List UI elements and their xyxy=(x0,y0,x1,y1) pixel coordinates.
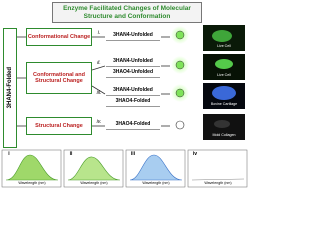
plot-x-label: Wavelength (nm) xyxy=(142,180,170,185)
result: 3HAN4-Unfolded xyxy=(106,58,160,67)
change-box: Conformational and Structural Change xyxy=(26,62,92,94)
image-caption: Live Cell xyxy=(217,44,231,49)
change-box: Structural Change xyxy=(26,117,92,135)
numeral: ii. xyxy=(97,60,101,67)
bulbs xyxy=(171,26,189,130)
result: 3HAN4-Unfolded xyxy=(106,32,160,41)
start-state: 3HAN4-Folded xyxy=(3,28,17,148)
start-label: 3HAN4-Folded xyxy=(6,67,13,109)
result: 3HAN4-Unfolded xyxy=(106,87,160,96)
result: 3HAO4-Unfolded xyxy=(106,69,160,78)
result: 3HAO4-Folded xyxy=(106,121,160,130)
image-caption: Bovine Cartilage xyxy=(210,102,238,107)
plot-x-label: Wavelength (nm) xyxy=(80,180,108,185)
diagram-graphics xyxy=(1,25,248,188)
plot-x-label: Wavelength (nm) xyxy=(18,180,46,185)
change-box: Conformational Change xyxy=(26,28,92,46)
numeral: iv. xyxy=(96,119,102,126)
graphical-abstract: Enzyme Facilitated Changes of Molecular … xyxy=(0,0,249,189)
image-caption: Mold Collagen xyxy=(212,133,236,138)
plot-x-label: Wavelength (nm) xyxy=(204,180,232,185)
plot-label: i xyxy=(8,150,10,157)
plot-label: iv xyxy=(192,150,198,157)
result: 3HAO4-Folded xyxy=(106,98,160,107)
numeral: i. xyxy=(97,30,101,37)
spectra xyxy=(1,149,248,188)
arrows xyxy=(17,36,170,127)
micrographs xyxy=(203,25,245,140)
numeral: iii. xyxy=(96,90,102,97)
plot-label: ii xyxy=(69,150,73,157)
plot-label: iii xyxy=(130,150,136,157)
image-caption: Live Cell xyxy=(217,73,231,78)
title: Enzyme Facilitated Changes of Molecular … xyxy=(52,2,202,23)
